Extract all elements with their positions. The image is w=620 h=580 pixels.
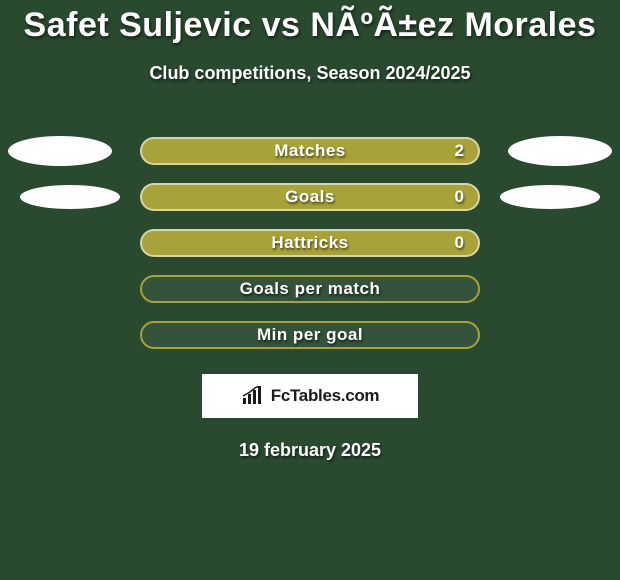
stat-label: Hattricks	[271, 233, 348, 253]
date-text: 19 february 2025	[239, 440, 381, 461]
stat-bar: Goals per match	[140, 275, 480, 303]
stat-value: 2	[455, 141, 464, 161]
stat-label: Matches	[274, 141, 346, 161]
brand-logo[interactable]: FcTables.com	[202, 374, 418, 418]
stat-row-hattricks: Hattricks 0	[0, 220, 620, 266]
stat-row-gpm: Goals per match	[0, 266, 620, 312]
stat-row-goals: Goals 0	[0, 174, 620, 220]
bars-icon	[241, 386, 265, 406]
stat-bar: Hattricks 0	[140, 229, 480, 257]
stat-bar: Matches 2	[140, 137, 480, 165]
stats-area: Matches 2 Goals 0 Hattricks 0 Goals per …	[0, 128, 620, 358]
stat-label: Goals per match	[240, 279, 381, 299]
right-marker	[508, 136, 612, 166]
stat-value: 0	[455, 233, 464, 253]
stat-value: 0	[455, 187, 464, 207]
page-title: Safet Suljevic vs NÃºÃ±ez Morales	[24, 6, 597, 45]
left-marker	[8, 136, 112, 166]
stat-label: Goals	[285, 187, 335, 207]
stat-label: Min per goal	[257, 325, 363, 345]
left-marker	[20, 185, 120, 209]
stat-row-mpg: Min per goal	[0, 312, 620, 358]
brand-text: FcTables.com	[271, 386, 380, 406]
stat-bar: Goals 0	[140, 183, 480, 211]
page-subtitle: Club competitions, Season 2024/2025	[149, 63, 470, 84]
right-marker	[500, 185, 600, 209]
stat-bar: Min per goal	[140, 321, 480, 349]
comparison-card: Safet Suljevic vs NÃºÃ±ez Morales Club c…	[0, 0, 620, 461]
stat-row-matches: Matches 2	[0, 128, 620, 174]
